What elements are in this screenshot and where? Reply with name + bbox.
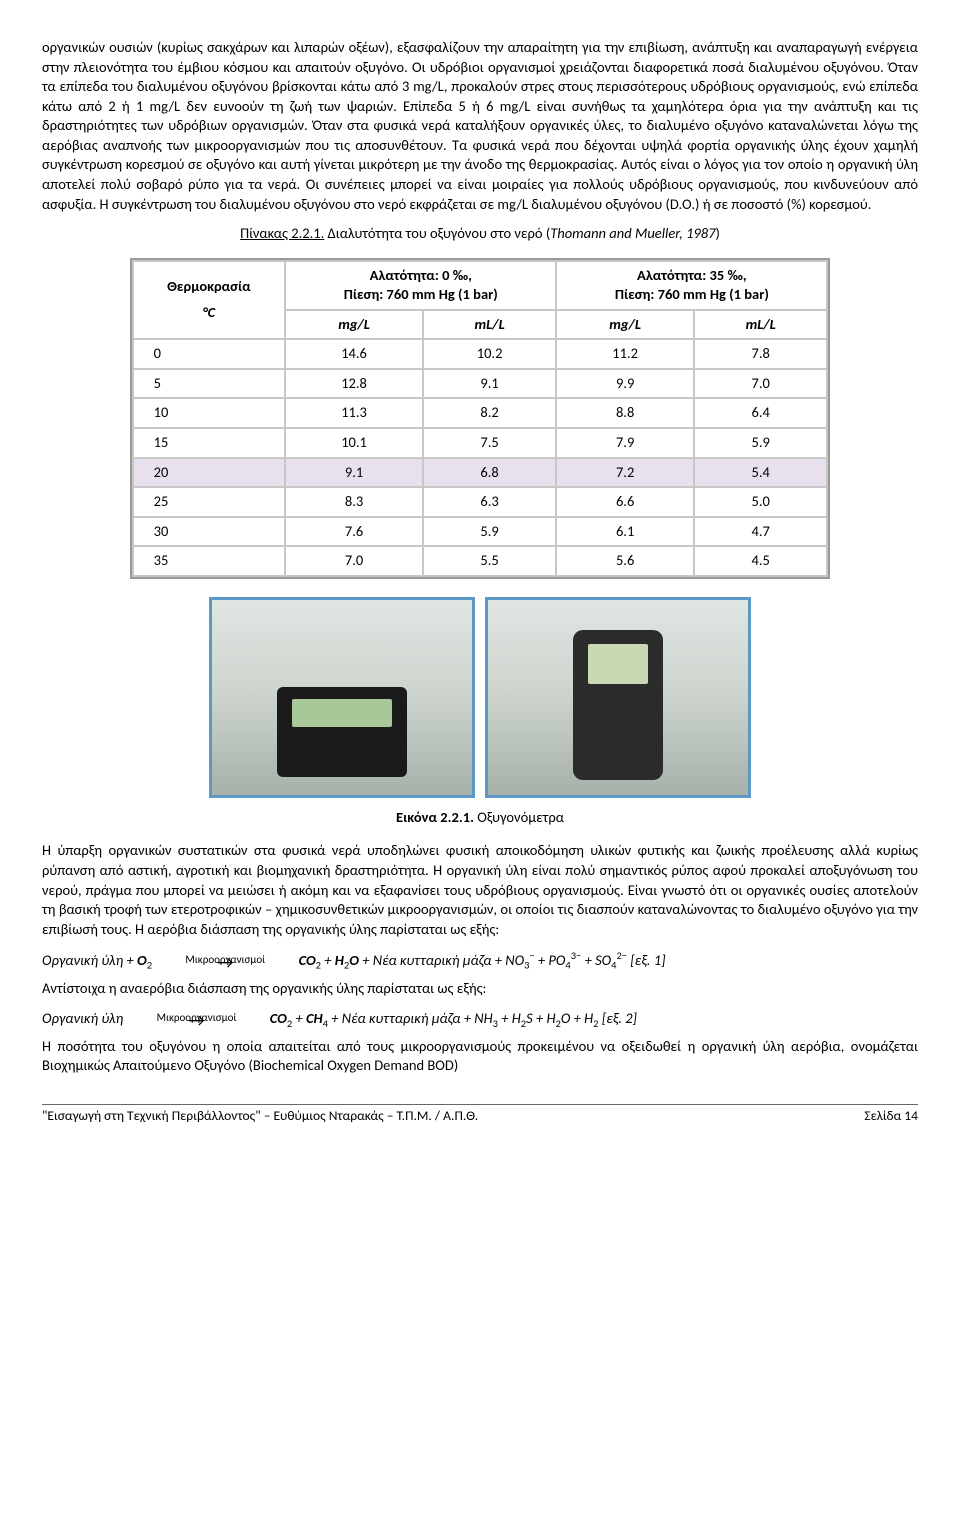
table-cell: 7.8: [695, 340, 826, 368]
eq1-rhs: + Νέα κυτταρική μάζα +: [359, 951, 505, 969]
th-sal35: Αλατότητα: 35 ‰,: [565, 266, 818, 286]
table-cell: 12.8: [286, 370, 422, 398]
footer-left: "Εισαγωγή στη Τεχνική Περιβάλλοντος" – Ε…: [42, 1107, 478, 1125]
table-cell: 8.3: [286, 488, 422, 516]
table-cell: 9.1: [286, 459, 422, 487]
equation-1: Οργανική ύλη + O2 Μικροοργανισμοί CO2 + …: [42, 949, 918, 973]
footer-right: Σελίδα 14: [864, 1107, 918, 1125]
body-paragraph-3: Αντίστοιχα η αναερόβια διάσπαση της οργα…: [42, 979, 918, 999]
table-cell: 5.4: [695, 459, 826, 487]
table-cell: 7.9: [557, 429, 693, 457]
device-body-2: [573, 630, 663, 780]
table-cell: 0: [134, 340, 285, 368]
table-cell: 11.2: [557, 340, 693, 368]
table-cell: 35: [134, 547, 285, 575]
table-cell: 4.7: [695, 518, 826, 546]
table-cell: 7.0: [695, 370, 826, 398]
table-cell: 6.1: [557, 518, 693, 546]
table-cell: 4.5: [695, 547, 826, 575]
table-cell: 14.6: [286, 340, 422, 368]
table-cell: 8.2: [424, 399, 555, 427]
eq1-plus: +: [123, 951, 137, 969]
eq1-organic: Οργανική ύλη: [42, 951, 123, 969]
table-cell: 9.1: [424, 370, 555, 398]
table-cell: 6.4: [695, 399, 826, 427]
eq2-micro: Μικροοργανισμοί: [157, 1011, 237, 1024]
figure-row: [42, 597, 918, 798]
table-cell: 5.5: [424, 547, 555, 575]
table-cell: 30: [134, 518, 285, 546]
table-row: 512.89.19.97.0: [134, 370, 827, 398]
table-cell: 10.2: [424, 340, 555, 368]
table-row: 307.65.96.14.7: [134, 518, 827, 546]
th-mgL-0: mg/L: [286, 311, 422, 339]
table-cell: 5: [134, 370, 285, 398]
table-cell: 7.2: [557, 459, 693, 487]
table-caption-text: Διαλυτότητα του οξυγόνου στο νερό (: [324, 224, 550, 242]
body-paragraph-4: Η ποσότητα του οξυγόνου η οποία απαιτείτ…: [42, 1037, 918, 1076]
eq2-rhs: + Νέα κυτταρική μάζα +: [328, 1009, 474, 1027]
eq1-micro: Μικροοργανισμοί: [185, 953, 265, 966]
eq1-arrow: Μικροοργανισμοί: [155, 951, 295, 971]
table-cell: 7.0: [286, 547, 422, 575]
figure-label: Εικόνα 2.2.1.: [396, 808, 474, 826]
equation-2: Οργανική ύλη Μικροοργανισμοί CO2 + CH4 +…: [42, 1009, 918, 1031]
table-cell: 20: [134, 459, 285, 487]
figure-text: Οξυγονόμετρα: [474, 808, 564, 826]
table-cell: 5.9: [424, 518, 555, 546]
eq1-tail: [εξ. 1]: [627, 951, 666, 969]
figure-caption: Εικόνα 2.2.1. Οξυγονόμετρα: [42, 808, 918, 828]
table-row: 014.610.211.27.8: [134, 340, 827, 368]
th-press-0: Πίεση: 760 mm Hg (1 bar): [294, 285, 547, 305]
th-sal0: Αλατότητα: 0 ‰,: [294, 266, 547, 286]
table-row: 1011.38.28.86.4: [134, 399, 827, 427]
th-temp-unit: °C: [142, 303, 277, 323]
table-cell: 6.6: [557, 488, 693, 516]
page-footer: "Εισαγωγή στη Τεχνική Περιβάλλοντος" – Ε…: [42, 1104, 918, 1125]
solubility-table: Θερμοκρασία °C Αλατότητα: 0 ‰, Πίεση: 76…: [130, 258, 831, 579]
th-mgL-35: mg/L: [557, 311, 693, 339]
table-cell: 10.1: [286, 429, 422, 457]
eq2-organic: Οργανική ύλη: [42, 1009, 123, 1027]
table-caption-ref: Thomann and Mueller, 1987: [550, 224, 715, 242]
body-paragraph-1: οργανικών ουσιών (κυρίως σακχάρων και λι…: [42, 38, 918, 214]
table-cell: 7.5: [424, 429, 555, 457]
table-cell: 15: [134, 429, 285, 457]
device-body-1: [277, 687, 407, 777]
th-temp: Θερμοκρασία: [142, 277, 277, 297]
oximeter-photo-1: [209, 597, 475, 798]
table-cell: 9.9: [557, 370, 693, 398]
table-row: 209.16.87.25.4: [134, 459, 827, 487]
table-caption-close: ): [715, 224, 719, 242]
device-screen-1: [292, 699, 392, 727]
table-cell: 7.6: [286, 518, 422, 546]
oximeter-photo-2: [485, 597, 751, 798]
table-cell: 25: [134, 488, 285, 516]
table-cell: 10: [134, 399, 285, 427]
th-mlL-0: mL/L: [424, 311, 555, 339]
eq2-tail: [εξ. 2]: [598, 1009, 637, 1027]
table-row: 258.36.36.65.0: [134, 488, 827, 516]
table-cell: 11.3: [286, 399, 422, 427]
table-caption-label: Πίνακας 2.2.1.: [240, 224, 324, 242]
table-cell: 8.8: [557, 399, 693, 427]
table-caption: Πίνακας 2.2.1. Διαλυτότητα του οξυγόνου …: [42, 224, 918, 244]
table-cell: 5.0: [695, 488, 826, 516]
table-cell: 5.6: [557, 547, 693, 575]
table-row: 357.05.55.64.5: [134, 547, 827, 575]
body-paragraph-2: Η ύπαρξη οργανικών συστατικών στα φυσικά…: [42, 841, 918, 939]
table-row: 1510.17.57.95.9: [134, 429, 827, 457]
eq2-arrow: Μικροοργανισμοί: [126, 1009, 266, 1029]
table-cell: 6.3: [424, 488, 555, 516]
th-press-35: Πίεση: 760 mm Hg (1 bar): [565, 285, 818, 305]
device-screen-2: [588, 644, 648, 684]
th-mlL-35: mL/L: [695, 311, 826, 339]
table-cell: 5.9: [695, 429, 826, 457]
table-cell: 6.8: [424, 459, 555, 487]
